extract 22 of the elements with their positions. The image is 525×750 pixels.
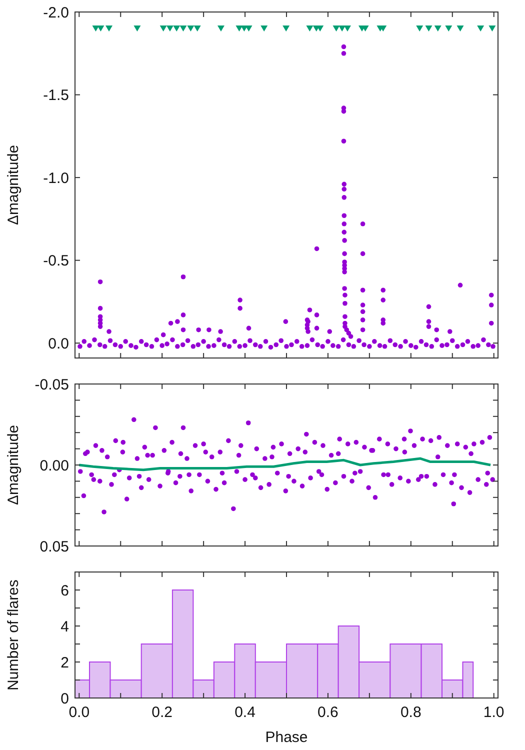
x-tick-label: 0.4 xyxy=(234,704,256,721)
y-tick-label: -0.05 xyxy=(34,376,69,394)
line-series xyxy=(78,457,492,472)
y-tick-label: 6 xyxy=(60,582,69,600)
y-tick-label: -1.5 xyxy=(43,87,69,104)
x-axis-title: Phase xyxy=(265,729,308,746)
y-axis-title: Δmagnitude xyxy=(5,144,22,226)
y-tick-label: 0 xyxy=(60,690,69,708)
y-axis-title: Δmagnitude xyxy=(5,424,22,506)
x-tick-label: 1.0 xyxy=(483,704,504,721)
y-tick-label: -2.0 xyxy=(43,4,69,22)
x-tick-label: 0.2 xyxy=(152,704,173,721)
y-tick-label: 0.0 xyxy=(48,335,69,352)
y-tick-label: 0.05 xyxy=(40,538,69,556)
y-tick-label: 2 xyxy=(60,654,69,672)
y-tick-label: 4 xyxy=(60,618,69,636)
x-tick-label: 0.6 xyxy=(318,704,338,721)
y-axis-title: Number of flares xyxy=(5,580,22,690)
y-tick-label: -1.0 xyxy=(43,170,69,187)
x-tick-label: 0.8 xyxy=(400,704,422,721)
y-tick-label: -0.5 xyxy=(43,252,69,270)
y-tick-label: 0.00 xyxy=(40,457,69,474)
